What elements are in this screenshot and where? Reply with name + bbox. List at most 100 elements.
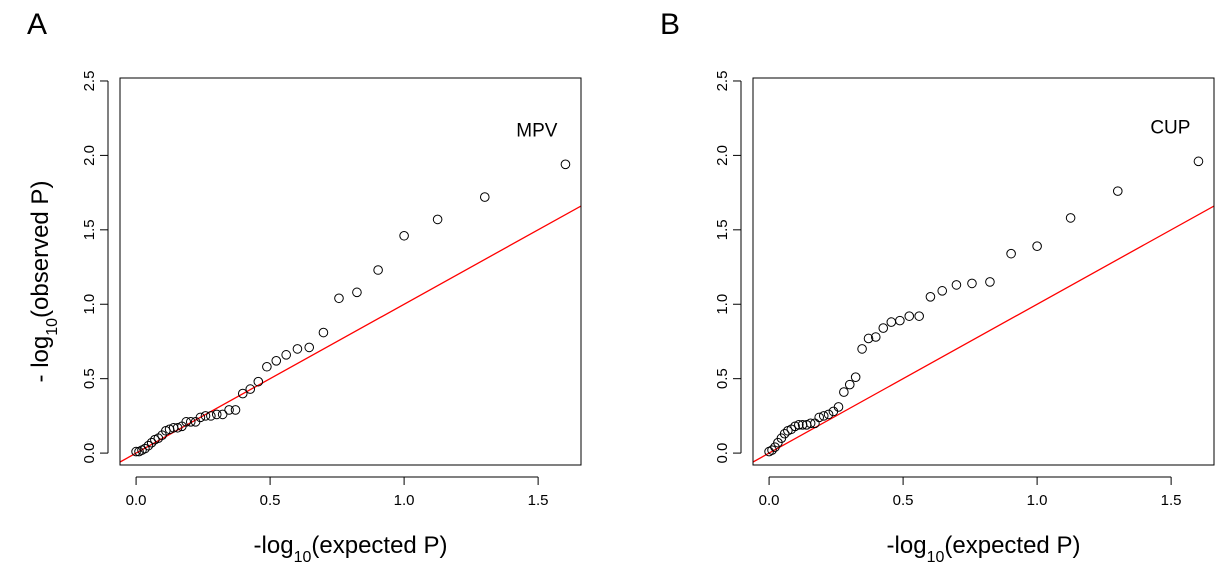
x-tick-label: 1.0: [394, 492, 415, 509]
point: [870, 332, 881, 342]
point: [271, 356, 282, 366]
x-tick-label: 0.5: [260, 492, 281, 509]
panel-label: A: [27, 8, 47, 41]
y-tick-label: 0.5: [714, 368, 731, 389]
x-tick-label: 1.5: [528, 492, 549, 509]
label-part: -log: [887, 532, 927, 559]
point: [224, 405, 234, 415]
y-tick-label: 1.5: [714, 219, 731, 240]
point: [1112, 186, 1123, 196]
point: [1193, 156, 1204, 167]
point: [560, 159, 571, 170]
label-part: -log: [254, 532, 294, 559]
axis-label: -log10(expected P): [887, 532, 1081, 563]
point: [904, 311, 915, 321]
point: [783, 425, 793, 436]
x-tick-label: 1.5: [1161, 492, 1182, 509]
point: [925, 292, 936, 302]
point: [281, 350, 291, 360]
point: [1032, 241, 1042, 251]
label-part: (observed P): [27, 181, 54, 318]
x-tick-label: 0.0: [126, 492, 147, 509]
x-tick-label: 0.5: [893, 492, 914, 509]
label-sub: 10: [294, 549, 312, 563]
point: [1006, 248, 1016, 259]
point: [844, 379, 855, 390]
point: [292, 344, 303, 354]
label-part: (expected P): [944, 532, 1080, 559]
point: [211, 409, 222, 420]
point: [878, 323, 889, 333]
label-part: (expected P): [311, 532, 447, 559]
point: [801, 420, 812, 430]
point: [253, 376, 264, 387]
point: [190, 417, 201, 427]
point: [985, 277, 995, 287]
reference-line: [120, 205, 581, 463]
y-tick-label: 0.0: [81, 443, 98, 464]
annotation: MPV: [516, 120, 558, 141]
plot-frame: [752, 77, 1215, 466]
point: [886, 317, 897, 327]
x-tick-label: 1.0: [1027, 492, 1048, 509]
y-tick-label: 0.0: [714, 443, 731, 464]
point: [850, 372, 861, 382]
point: [150, 434, 160, 445]
point: [334, 293, 344, 304]
reference-line: [753, 205, 1214, 463]
y-tick-label: 1.0: [81, 294, 98, 315]
panel-label: B: [660, 8, 680, 41]
point: [432, 214, 443, 225]
point: [895, 315, 905, 326]
point: [764, 446, 774, 457]
panel: A0.0 0.5 1.0 1.50.00.51.01.52.02.5-log10(ex…: [27, 8, 582, 563]
x-tick-label: 0.0: [759, 492, 780, 509]
axis-label: - log10(observed P): [27, 181, 61, 383]
point: [200, 411, 211, 421]
point: [237, 388, 248, 399]
y-tick-label: 2.5: [81, 71, 98, 92]
point: [304, 342, 315, 353]
point: [914, 311, 924, 321]
point: [352, 287, 362, 298]
point: [230, 405, 241, 415]
y-tick-label: 2.5: [714, 71, 731, 92]
panel: B 0.0 0.5 1.0 1.5 0.0 0.5 1.0 1.5 2.0 2.5 -log10(ex…: [660, 8, 1215, 563]
point: [185, 417, 196, 427]
point: [828, 406, 839, 417]
point: [967, 278, 977, 289]
point: [143, 440, 154, 451]
point: [373, 265, 383, 275]
point: [797, 420, 808, 430]
point: [206, 411, 216, 421]
label-part: - log: [27, 336, 54, 383]
point: [245, 384, 256, 394]
point: [146, 437, 157, 448]
point: [839, 387, 849, 397]
y-tick-label: 1.0: [714, 294, 731, 315]
point: [857, 344, 867, 354]
point: [318, 327, 329, 338]
axis-label: -log10(expected P): [254, 532, 448, 563]
point: [134, 446, 144, 457]
point: [399, 230, 409, 241]
y-tick-label: 0.5: [81, 368, 98, 389]
point: [818, 411, 829, 421]
point: [951, 280, 962, 290]
y-tick-label: 2.0: [714, 145, 731, 166]
y-tick-label: 2.0: [81, 145, 98, 166]
point: [1065, 213, 1076, 223]
label-sub: 10: [927, 549, 945, 563]
y-tick-label: 1.5: [81, 219, 98, 240]
annotation: CUP: [1150, 117, 1190, 138]
point: [863, 333, 874, 344]
point: [217, 409, 228, 420]
point: [833, 402, 844, 412]
plot-frame: [119, 77, 582, 466]
point: [479, 192, 490, 202]
label-sub: 10: [44, 318, 61, 336]
point: [131, 446, 141, 457]
point: [937, 286, 948, 296]
